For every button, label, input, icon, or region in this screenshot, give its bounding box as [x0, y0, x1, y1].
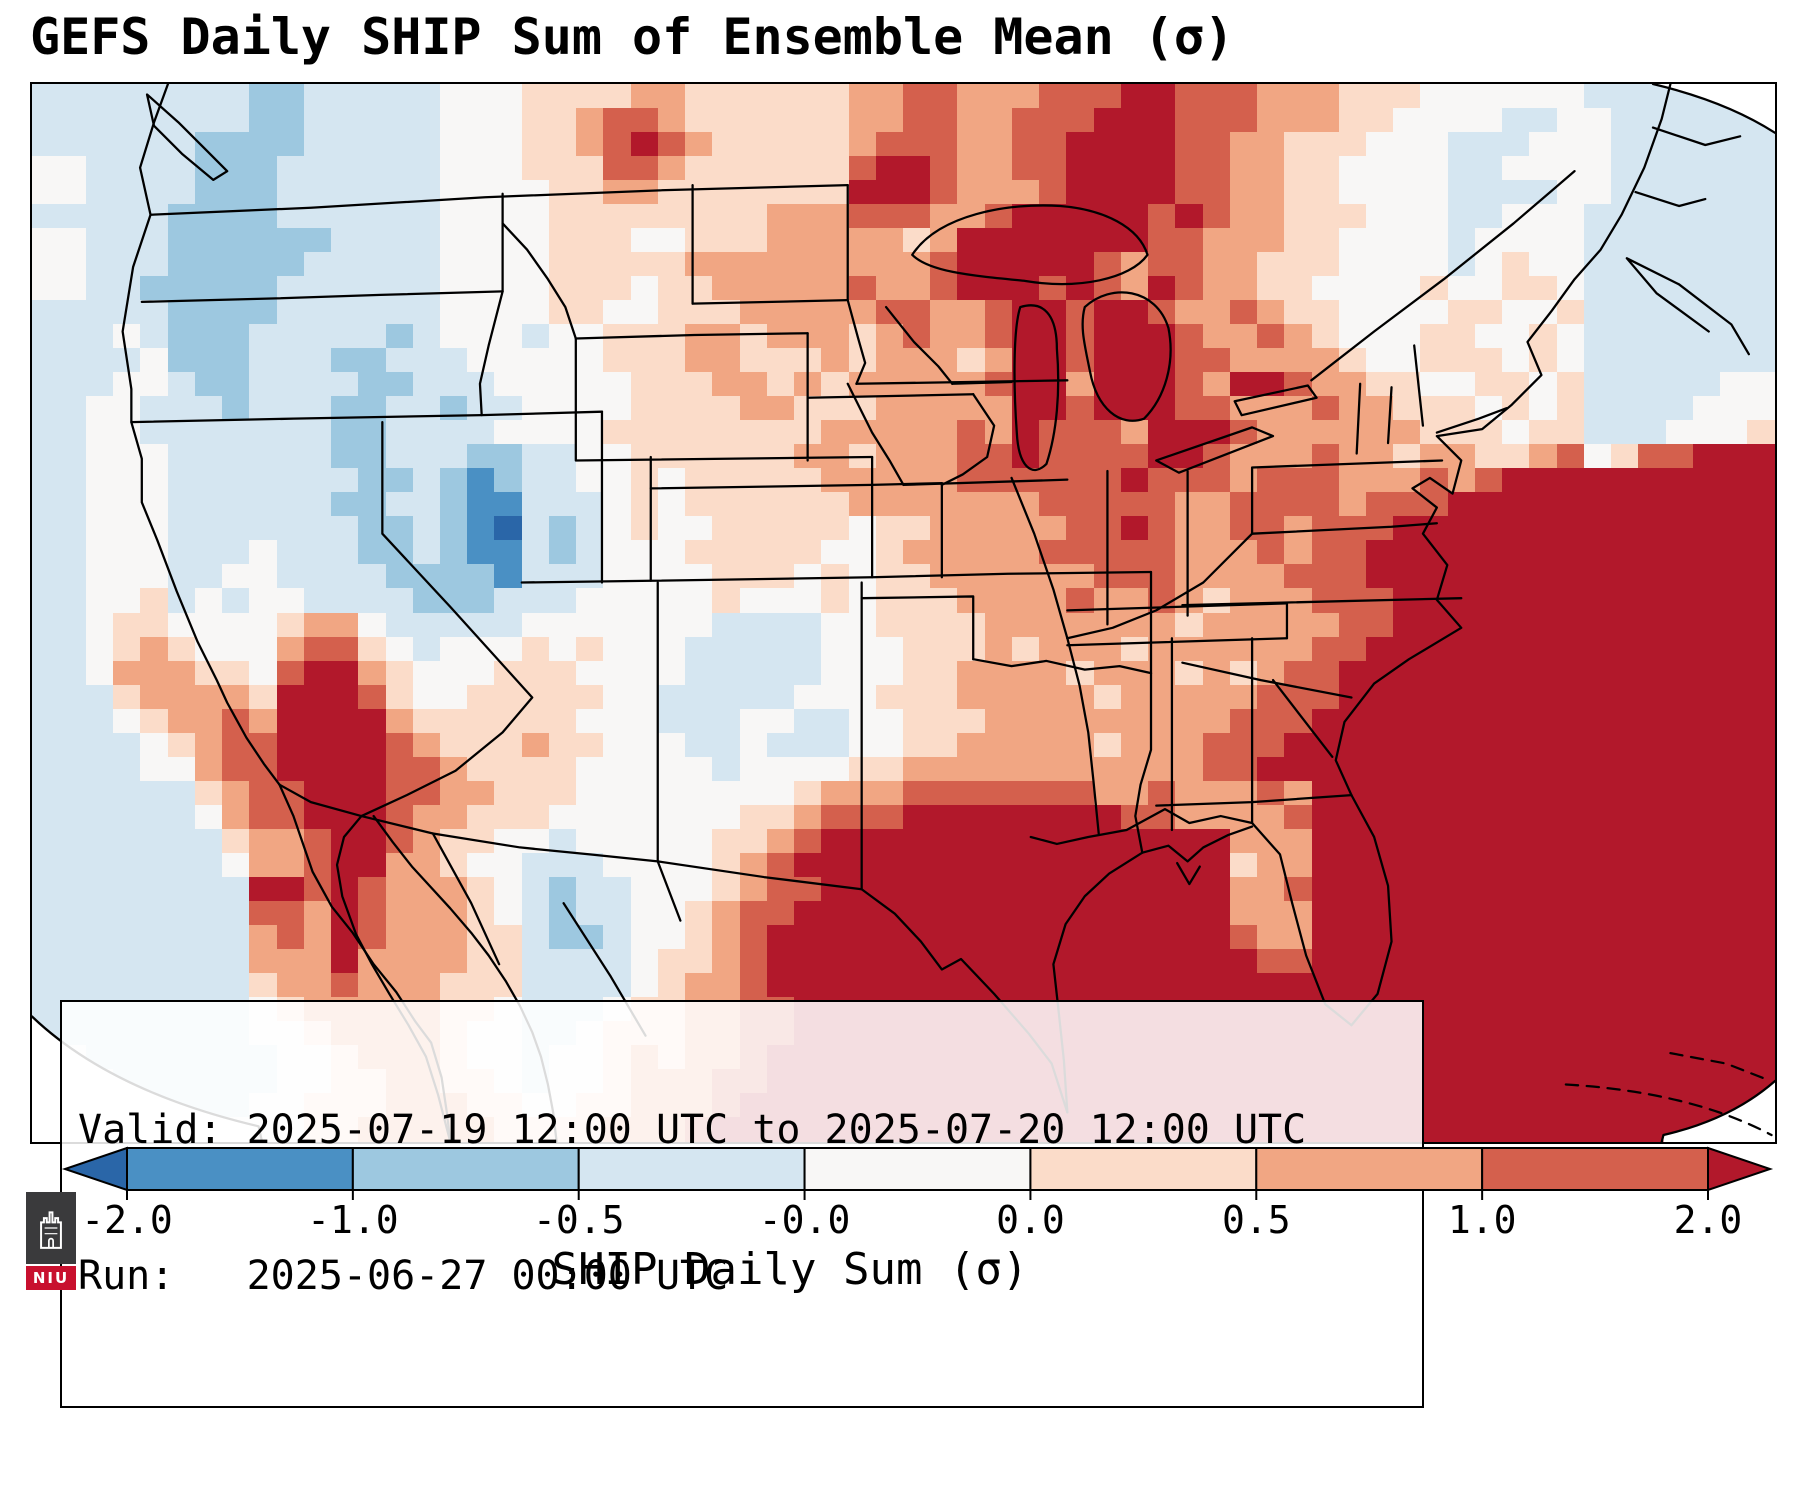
- niu-castle-icon: [26, 1192, 76, 1264]
- heatmap-canvas: [32, 84, 1775, 1142]
- colorbar-tick-label: 1.0: [1447, 1198, 1517, 1242]
- colorbar-tick-label: 0.5: [1221, 1198, 1291, 1242]
- colorbar-tick-label: -0.5: [532, 1198, 625, 1242]
- niu-logo-text: NIU: [26, 1266, 76, 1290]
- colorbar: [61, 1146, 1774, 1200]
- figure-title: GEFS Daily SHIP Sum of Ensemble Mean (σ): [30, 8, 1235, 66]
- colorbar-label: SHIP Daily Sum (σ): [551, 1244, 1029, 1295]
- run-time-line: Run: 2025-06-27 00:00 UTC: [78, 1252, 729, 1299]
- map-corner-wedge: [1652, 84, 1775, 133]
- validity-info-box: Valid: 2025-07-19 12:00 UTC to 2025-07-2…: [60, 1000, 1424, 1409]
- map-corner-wedge: [1663, 1080, 1775, 1142]
- map-panel: Valid: 2025-07-19 12:00 UTC to 2025-07-2…: [30, 82, 1777, 1409]
- state-borders-overlay: [32, 84, 1775, 1142]
- colorbar-tick-label: -1.0: [307, 1198, 399, 1242]
- valid-time-line: Valid: 2025-07-19 12:00 UTC to 2025-07-2…: [78, 1106, 1307, 1153]
- colorbar-tick-label: -2.0: [81, 1198, 173, 1242]
- coastline-and-state-lines: [32, 84, 1775, 1142]
- colorbar-tick-label: 2.0: [1673, 1198, 1743, 1242]
- colorbar-tick-label: -0.0: [758, 1198, 851, 1242]
- colorbar-tick-label: 0.0: [996, 1198, 1065, 1242]
- niu-logo: NIU: [26, 1192, 76, 1290]
